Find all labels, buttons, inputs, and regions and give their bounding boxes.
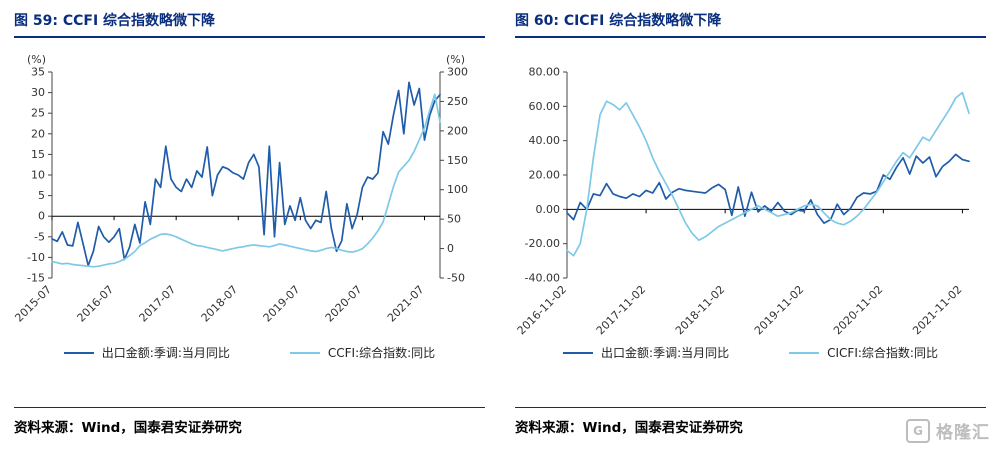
svg-text:2015-07: 2015-07 [14, 283, 54, 325]
svg-text:-15: -15 [27, 272, 45, 285]
svg-text:10: 10 [31, 169, 45, 182]
legend-item: 出口金额:季调:当月同比 [63, 344, 230, 361]
figure-59-legend: 出口金额:季调:当月同比 CCFI:综合指数:同比 [14, 344, 485, 361]
y-axis-left: 80.00 60.00 40.00 20.00 0.00 -20.00 -40.00 [525, 66, 568, 285]
svg-text:(%): (%) [446, 53, 465, 66]
legend-label: 出口金额:季调:当月同比 [601, 346, 730, 360]
svg-text:2021-07: 2021-07 [385, 283, 427, 325]
legend-item: CCFI:综合指数:同比 [289, 344, 436, 361]
svg-text:200: 200 [447, 124, 468, 137]
series-line-1 [51, 93, 441, 268]
legend-line-swatch [563, 351, 594, 354]
gelonghui-watermark: G 格隆汇 [906, 418, 990, 443]
cicfi-line-chart: 80.00 60.00 40.00 20.00 0.00 -20.00 -40.002016… [515, 66, 970, 337]
y-axis-left: 35 30 25 20 15 10 5 0 -5 -10 -15 (%) [27, 53, 53, 285]
svg-text:35: 35 [31, 66, 45, 79]
figure-59-title: 图 59: CCFI 综合指数略微下降 [14, 6, 485, 38]
series-line-0 [51, 81, 441, 267]
gelonghui-logo-icon: G [906, 418, 930, 443]
svg-text:250: 250 [447, 95, 468, 108]
svg-text:100: 100 [447, 183, 468, 196]
gelonghui-logo-text: 格隆汇 [936, 423, 990, 443]
svg-text:0: 0 [447, 242, 454, 255]
svg-text:5: 5 [38, 189, 45, 202]
legend-line-swatch [289, 351, 320, 354]
svg-text:2018-11-02: 2018-11-02 [673, 283, 727, 337]
svg-text:150: 150 [447, 154, 468, 167]
svg-text:30: 30 [31, 86, 45, 99]
legend-label: CICFI:综合指数:同比 [827, 346, 938, 360]
svg-text:20.00: 20.00 [529, 169, 561, 182]
figure-59-panel: 图 59: CCFI 综合指数略微下降 35 30 25 20 15 10 5 0 -5 -10-… [14, 6, 485, 446]
figure-60-title: 图 60: CICFI 综合指数略微下降 [515, 6, 986, 38]
source-text: 资料来源：Wind，国泰君安证券研究 [14, 420, 242, 436]
svg-text:2020-11-02: 2020-11-02 [831, 283, 885, 337]
svg-text:300: 300 [447, 66, 468, 79]
svg-text:2016-07: 2016-07 [75, 283, 117, 325]
legend-label: 出口金额:季调:当月同比 [101, 346, 230, 360]
legend-item: CICFI:综合指数:同比 [789, 344, 938, 361]
series-line-1 [566, 91, 970, 257]
svg-text:2021-11-02: 2021-11-02 [910, 283, 964, 337]
figure-59-source: 资料来源：Wind，国泰君安证券研究 [14, 407, 485, 446]
svg-text:-10: -10 [27, 251, 45, 264]
svg-text:50: 50 [447, 213, 461, 226]
svg-text:15: 15 [31, 148, 45, 161]
svg-text:0: 0 [38, 210, 45, 223]
svg-text:0.00: 0.00 [536, 203, 561, 216]
svg-text:2019-11-02: 2019-11-02 [752, 283, 806, 337]
svg-text:-40.00: -40.00 [525, 272, 560, 285]
svg-text:(%): (%) [27, 53, 46, 66]
svg-text:2018-07: 2018-07 [199, 283, 241, 325]
svg-text:60.00: 60.00 [529, 100, 561, 113]
svg-text:2016-11-02: 2016-11-02 [515, 283, 569, 337]
svg-text:25: 25 [31, 107, 45, 120]
svg-text:2020-07: 2020-07 [323, 283, 365, 325]
svg-text:2017-11-02: 2017-11-02 [594, 283, 648, 337]
series-line-0 [566, 153, 970, 224]
svg-text:2019-07: 2019-07 [261, 283, 303, 325]
svg-text:-5: -5 [34, 230, 45, 243]
figure-60-source: 资料来源：Wind，国泰君安证券研究 [515, 407, 986, 446]
svg-text:80.00: 80.00 [529, 66, 561, 79]
legend-label: CCFI:综合指数:同比 [327, 346, 436, 360]
figure-60-legend: 出口金额:季调:当月同比 CICFI:综合指数:同比 [515, 344, 986, 361]
figure-60-panel: 图 60: CICFI 综合指数略微下降 80.00 60.00 40.00 20.0… [515, 6, 986, 446]
svg-text:2017-07: 2017-07 [137, 283, 179, 325]
svg-text:20: 20 [31, 127, 45, 140]
svg-text:40.00: 40.00 [529, 134, 561, 147]
source-text: 资料来源：Wind，国泰君安证券研究 [515, 420, 743, 436]
svg-text:-50: -50 [447, 272, 465, 285]
ccfi-line-chart: 35302520151050-5-10-15(%)300250200150100… [14, 53, 468, 325]
y-axis-right: 300 250 200 150 100 50 0 -50 (%) [439, 53, 468, 285]
legend-line-swatch [789, 351, 820, 354]
svg-text:-20.00: -20.00 [525, 237, 560, 250]
legend-line-swatch [63, 351, 94, 354]
legend-item: 出口金额:季调:当月同比 [563, 344, 729, 361]
